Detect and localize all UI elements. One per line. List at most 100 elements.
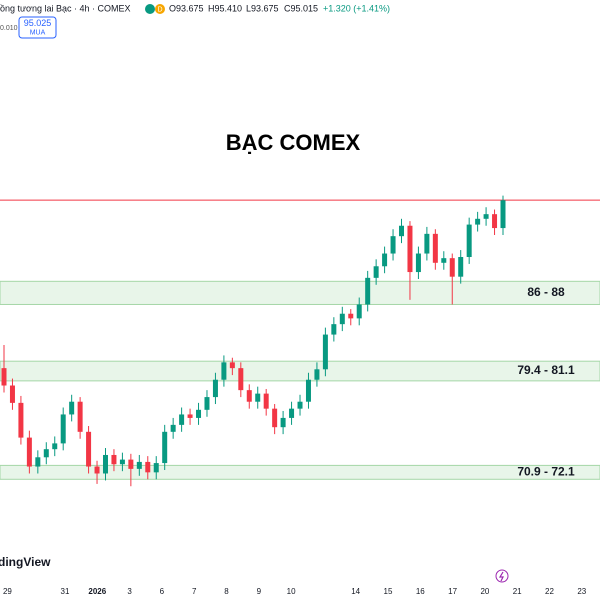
candle-body (246, 390, 252, 402)
candle-body (415, 253, 421, 273)
candle-body (407, 225, 413, 273)
candle-body (238, 368, 244, 391)
candle-body (390, 236, 396, 254)
zone-label: 70.9 - 72.1 (517, 465, 575, 479)
x-tick-label: 22 (545, 587, 554, 596)
ohlc-value: L93.675 (246, 3, 279, 13)
candle-body (255, 393, 261, 402)
candle-body (458, 257, 464, 277)
candle-body (94, 466, 100, 474)
candle-body (475, 218, 481, 225)
candle-body (356, 304, 362, 319)
candle-body (492, 214, 498, 229)
status-dot (145, 4, 155, 14)
x-tick-label: 9 (257, 587, 262, 596)
candle-body (339, 313, 345, 325)
event-bolt (498, 571, 504, 582)
candle-body (77, 401, 83, 432)
buy-price[interactable]: 95.025 (24, 18, 52, 28)
candle-body (263, 393, 269, 409)
ohlc-value: +1.320 (+1.41%) (323, 3, 390, 13)
candle-body (289, 408, 295, 418)
ohlc-value: O93.675 (169, 3, 204, 13)
x-tick-label: 29 (3, 587, 12, 596)
x-tick-label: 17 (448, 587, 457, 596)
buy-label[interactable]: MUA (30, 29, 46, 36)
ohlc-value: H95.410 (208, 3, 242, 13)
x-tick-label: 8 (224, 587, 229, 596)
x-tick-label: 3 (127, 587, 132, 596)
candle-body (373, 266, 379, 278)
candle-body (102, 454, 108, 474)
candle-body (18, 402, 24, 438)
logo: dingView (0, 555, 51, 569)
candle-body (305, 379, 311, 402)
candle-body (280, 417, 286, 428)
candle-body (136, 461, 142, 469)
candle-body (483, 214, 489, 219)
candle-body (314, 369, 320, 380)
chart-title: BẠC COMEX (226, 130, 361, 155)
candle-body (43, 449, 49, 458)
x-tick-label: 21 (513, 587, 522, 596)
candle-body (52, 443, 58, 450)
zone (0, 280, 600, 305)
candle-body (297, 401, 303, 409)
candle-body (145, 461, 151, 473)
candle-body (500, 200, 506, 229)
candle-body (212, 379, 218, 398)
candle-body (221, 362, 227, 380)
candle-body (170, 424, 176, 432)
x-tick-label: 7 (192, 587, 197, 596)
x-tick-label: 16 (416, 587, 425, 596)
candle-body (1, 368, 7, 386)
exchange-badge: D (157, 6, 162, 13)
candle-body (86, 431, 92, 467)
candle-body (348, 313, 354, 319)
candle-body (229, 362, 235, 369)
x-tick-label: 31 (61, 587, 70, 596)
candle-body (128, 459, 134, 469)
candle-body (466, 224, 472, 258)
zone-label: 79.4 - 81.1 (517, 363, 575, 377)
x-tick-label: 6 (160, 587, 165, 596)
candle-body (60, 414, 66, 444)
candle-body (35, 457, 41, 467)
x-tick-label: 15 (384, 587, 393, 596)
x-tick-label: 2026 (88, 587, 106, 596)
zone (0, 360, 600, 382)
event-icon[interactable] (495, 569, 509, 583)
candle-body (153, 463, 159, 473)
candle-body (119, 459, 125, 465)
buy-button[interactable] (18, 16, 57, 39)
symbol: ồng tương lai Bạc · 4h · COMEX (0, 3, 130, 13)
x-tick-label: 23 (577, 587, 586, 596)
candle-body (187, 414, 193, 418)
left-edge-text: 0.010 (0, 25, 18, 32)
badge (155, 4, 165, 14)
ohlc-value: C95.015 (284, 3, 318, 13)
candle-body (111, 454, 117, 465)
candle-body (272, 408, 278, 428)
x-tick-label: 14 (351, 587, 360, 596)
candle-body (382, 253, 388, 267)
candle-body (331, 324, 337, 335)
candle-body (365, 277, 371, 305)
candle-body (449, 258, 455, 277)
candle-body (441, 258, 447, 263)
candle-body (322, 334, 328, 370)
candle-body (399, 225, 405, 237)
x-tick-label: 10 (287, 587, 296, 596)
candle-body (179, 414, 185, 425)
candle-body (9, 385, 15, 403)
candle-body (162, 431, 168, 464)
zone (0, 464, 600, 480)
candle-body (432, 233, 438, 263)
candle-body (204, 397, 210, 410)
candle-body (69, 401, 75, 415)
candle-body (26, 437, 32, 467)
x-tick-label: 20 (480, 587, 489, 596)
candle-body (196, 409, 202, 418)
candle-body (424, 233, 430, 254)
